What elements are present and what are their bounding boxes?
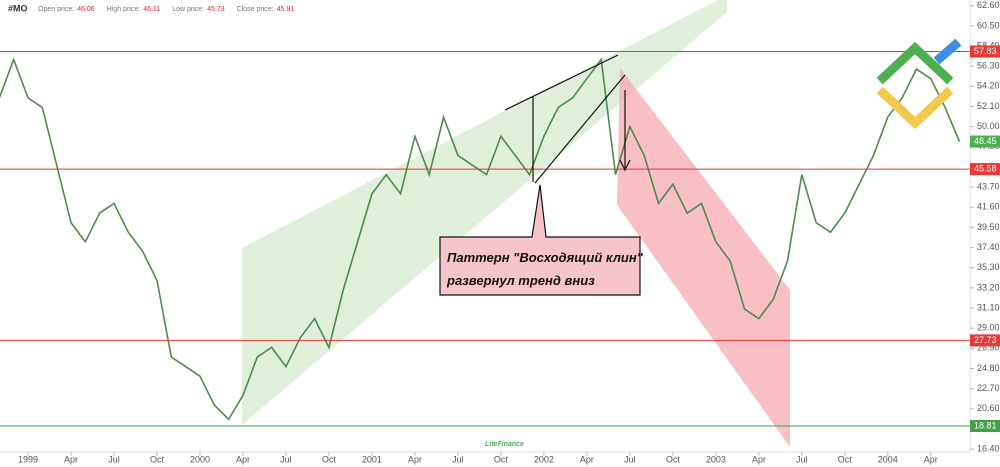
x-tick-label: Jul	[624, 454, 636, 464]
ohlc-label: Open price:	[38, 6, 74, 13]
x-tick-label: Apr	[408, 454, 422, 464]
x-tick-label: 2004	[878, 454, 898, 464]
x-tick-label: Apr	[752, 454, 766, 464]
x-tick-label: Jul	[108, 454, 120, 464]
x-tick-label: 2003	[706, 454, 726, 464]
plot-area	[0, 51, 970, 427]
logo-part	[876, 41, 954, 85]
y-tick-label: 26.90	[977, 343, 1000, 353]
logo-part	[876, 86, 954, 130]
annotation-line: Паттерн "Восходящий клин"	[447, 250, 644, 265]
price-tag	[970, 419, 1000, 432]
price-tag	[970, 334, 1000, 347]
x-tick-label: Apr	[64, 454, 78, 464]
x-tick-label: 2001	[362, 454, 382, 464]
x-tick-label: Oct	[150, 454, 165, 464]
y-tick-label: 20.60	[977, 403, 1000, 413]
y-tick-label: 22.70	[977, 383, 1000, 393]
y-tick-label: 54.20	[977, 81, 1000, 91]
x-tick-label: Apr	[924, 454, 938, 464]
ohlc-value: 45.91	[277, 6, 295, 13]
x-tick-label: Oct	[838, 454, 853, 464]
x-tick-label: 2000	[190, 454, 210, 464]
price-tag-label: 45.58	[974, 163, 997, 173]
y-tick-label: 56.30	[977, 61, 1000, 71]
y-tick-label: 50.00	[977, 121, 1000, 131]
ohlc-value: 46.06	[77, 6, 95, 13]
price-line	[0, 57, 961, 421]
chart-title: #MO	[8, 3, 28, 13]
descending-channel	[617, 68, 790, 447]
y-tick-label: 52.10	[977, 101, 1000, 111]
x-tick-label: Oct	[666, 454, 681, 464]
x-tick-label: Oct	[322, 454, 337, 464]
y-tick-label: 43.70	[977, 182, 1000, 192]
y-tick-label: 39.50	[977, 222, 1000, 232]
watermark: LiteFinance	[485, 441, 524, 448]
arrow-head	[619, 159, 631, 172]
price-tag-label: 27.73	[974, 335, 997, 345]
price-tag-label: 18.81	[974, 420, 997, 430]
wedge	[504, 54, 631, 184]
y-tick-label: 16.40	[977, 443, 1000, 453]
x-tick-label: 2002	[534, 454, 554, 464]
y-tick-label: 62.60	[977, 0, 1000, 10]
x-tick-label: Apr	[580, 454, 594, 464]
price-tag-label: 57.83	[974, 46, 997, 56]
y-tick-label: 60.50	[977, 20, 1000, 30]
logo-part	[933, 38, 962, 65]
y-tick-label: 35.30	[977, 262, 1000, 272]
y-tick-label: 31.10	[977, 302, 1000, 312]
price-tag	[970, 135, 1000, 148]
price-tag-label: 48.45	[974, 136, 997, 146]
logo	[876, 38, 962, 130]
x-tick-label: Oct	[494, 454, 509, 464]
y-tick-label: 33.20	[977, 282, 1000, 292]
price-tag	[970, 45, 1000, 58]
ohlc-value: 46.11	[143, 6, 160, 13]
wedge-line	[534, 74, 626, 184]
price-tag	[970, 163, 1000, 176]
y-tick-label: 41.60	[977, 202, 1000, 212]
x-tick-label: Apr	[236, 454, 250, 464]
annotation-line: развернул тренд вниз	[446, 273, 595, 288]
ascending-channel	[242, 0, 727, 425]
y-tick-label: 37.40	[977, 242, 1000, 252]
y-tick-label: 29.00	[977, 323, 1000, 333]
ohlc-label: Close price:	[237, 6, 274, 13]
y-tick-label: 24.80	[977, 363, 1000, 373]
y-tick-label: 58.40	[977, 40, 1000, 50]
ohlc-label: High price:	[107, 6, 141, 13]
wedge-line	[504, 54, 619, 111]
x-tick-label: Jul	[280, 454, 292, 464]
ohlc-label: Low price:	[172, 6, 204, 13]
callout	[439, 184, 641, 296]
ohlc-value: 45.73	[207, 6, 225, 13]
x-tick-label: Jul	[452, 454, 464, 464]
x-tick-label: Jul	[796, 454, 808, 464]
x-tick-label: 1999	[18, 454, 38, 464]
